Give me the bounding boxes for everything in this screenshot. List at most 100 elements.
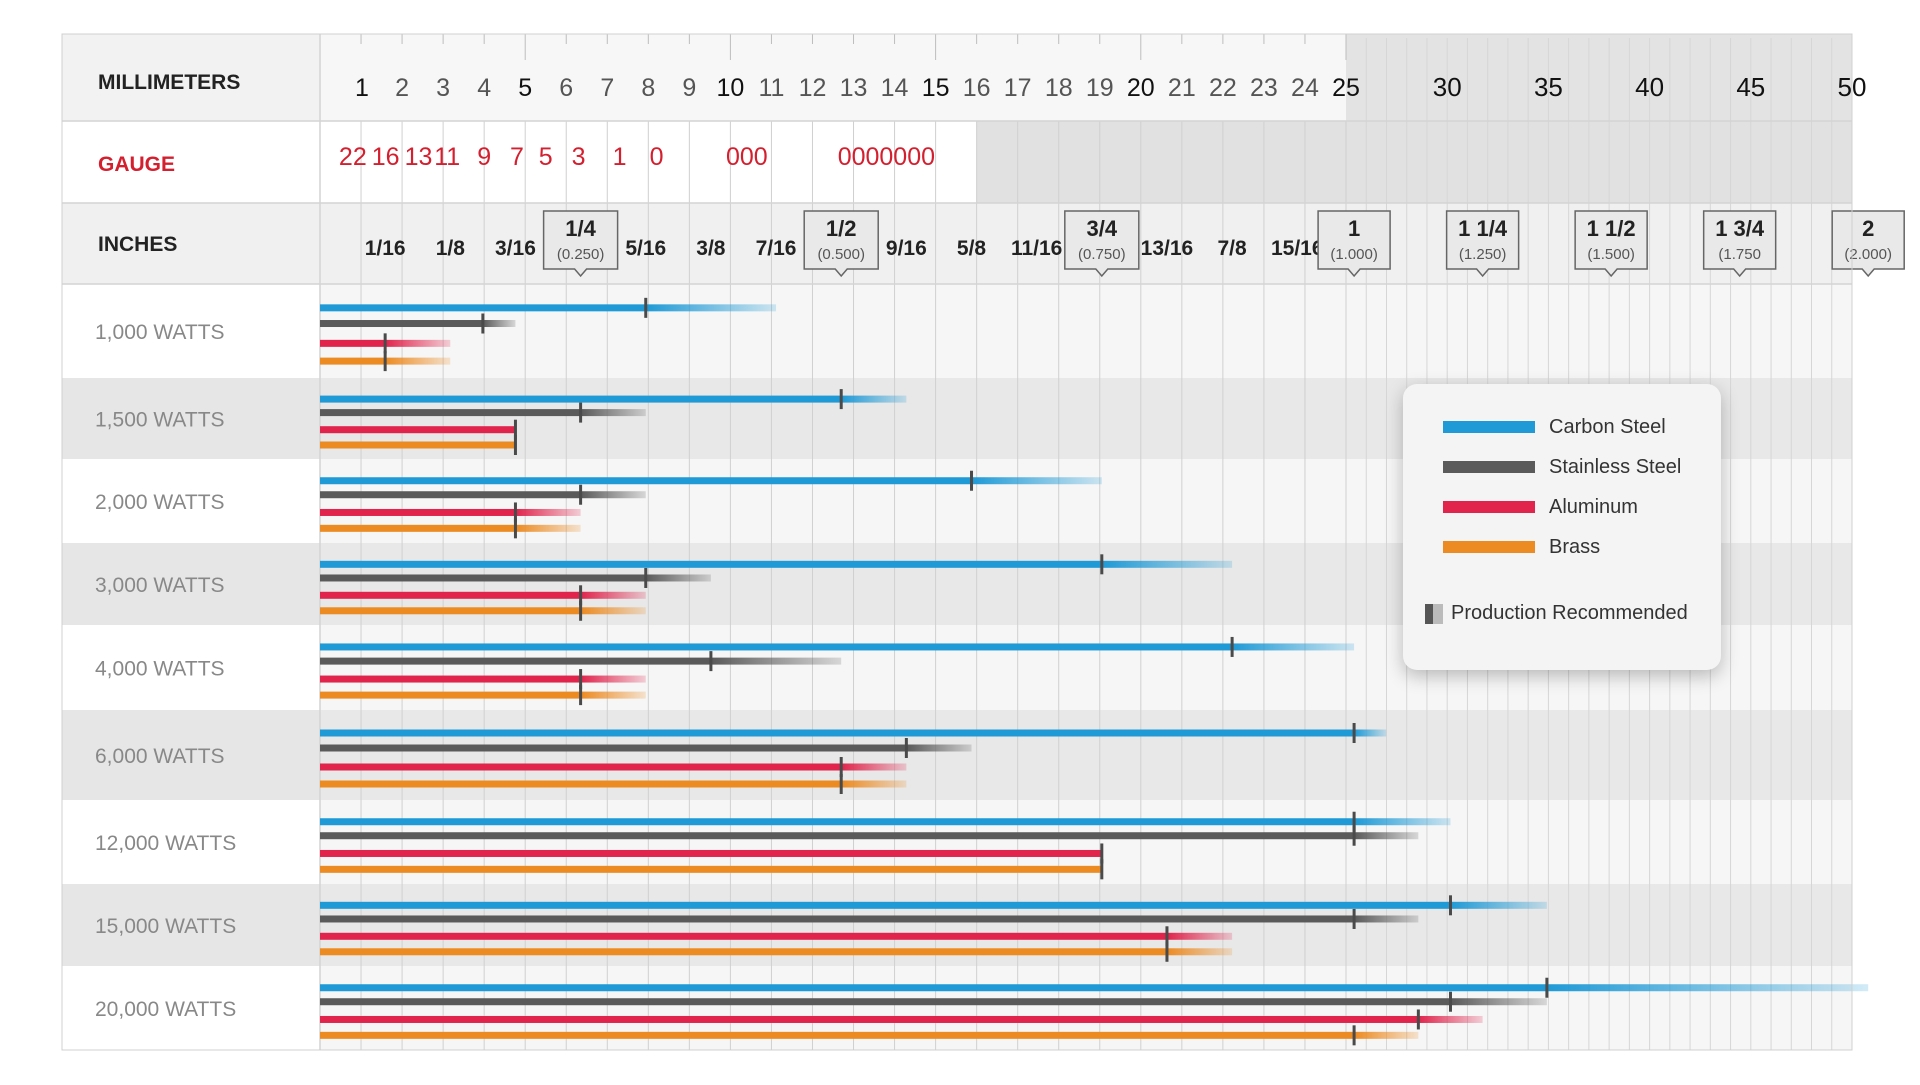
bar-max — [906, 744, 972, 752]
mm-tick-label: 12 — [799, 74, 827, 102]
inch-tick-label: 15/16 — [1271, 237, 1324, 260]
inch-tick-label: 2 — [1862, 216, 1874, 241]
bar-max — [580, 691, 646, 699]
bar-max — [1354, 818, 1451, 826]
inch-decimal-label: (0.250) — [557, 246, 605, 263]
mm-tick-label: 14 — [881, 74, 909, 102]
legend-item-production-recommended: Production Recommended — [1425, 602, 1688, 625]
bar-max — [1166, 932, 1233, 940]
bar-max — [580, 491, 646, 499]
bar-solid — [320, 477, 972, 485]
bar-solid — [320, 524, 516, 532]
mm-tick-label: 9 — [682, 74, 696, 102]
gauge-label-cell — [62, 121, 320, 203]
row-label-cell — [62, 543, 320, 625]
legend-item-stainless-steel: Stainless Steel — [1443, 452, 1681, 482]
bar-solid — [320, 426, 516, 434]
production-recommended-marker — [579, 402, 583, 423]
bar-max — [1354, 1031, 1419, 1039]
inch-callout-box — [803, 210, 879, 278]
row-label-cell — [62, 966, 320, 1050]
production-recommended-marker — [1230, 636, 1234, 657]
mm-tick-label: 6 — [559, 74, 573, 102]
bar-solid — [320, 409, 581, 417]
gauge-tick-label: 0 — [650, 143, 664, 171]
row-label: 2,000 WATTS — [95, 491, 225, 514]
inch-callout: 1 1/4 (1.250) — [1445, 210, 1520, 278]
production-recommended-marker — [709, 651, 713, 672]
mm-scale-extended-background — [1346, 34, 1852, 121]
bar-max — [385, 339, 451, 347]
inch-decimal-label: (1.500) — [1587, 246, 1635, 263]
production-recommended-marker — [481, 313, 485, 334]
gauge-tick-label: 1 — [613, 143, 627, 171]
gauge-tick-label: 7 — [510, 143, 524, 171]
inch-callout: 1/4 (0.250) — [542, 210, 619, 278]
inch-callout: 1 (1.000) — [1317, 210, 1391, 278]
mm-tick-label: 1 — [355, 74, 369, 102]
inch-callout: 2 (2.000) — [1831, 210, 1905, 278]
bar-solid — [320, 818, 1355, 826]
bar-max — [1450, 901, 1547, 909]
inch-tick-label: 3/16 — [495, 237, 536, 260]
bar-solid — [320, 744, 907, 752]
bar-max — [580, 607, 646, 615]
inch-tick-label: 11/16 — [1011, 237, 1062, 260]
gauge-unused-background — [976, 121, 1852, 203]
legend-label: Stainless Steel — [1549, 455, 1682, 478]
bar-solid — [320, 729, 1355, 737]
production-recommended-marker — [579, 585, 583, 606]
bar-solid — [320, 643, 1233, 651]
row-label: 3,000 WATTS — [95, 574, 225, 597]
bar-solid — [320, 915, 1355, 923]
bar-solid — [320, 1031, 1355, 1039]
bar-max — [1354, 915, 1419, 923]
bar-max — [580, 675, 646, 683]
inch-tick-label: 1 1/4 — [1458, 216, 1508, 241]
mm-tick-label: 8 — [641, 74, 655, 102]
bar-max — [1354, 832, 1419, 840]
inch-tick-label: 3/4 — [1087, 216, 1118, 241]
row-label-cell — [62, 884, 320, 966]
legend-item-aluminum: Aluminum — [1443, 492, 1638, 522]
inches-header: INCHES — [98, 233, 177, 256]
legend-item-brass: Brass — [1443, 532, 1600, 562]
inch-callout-box — [1574, 210, 1648, 278]
bar-solid — [320, 865, 1102, 873]
production-recommended-marker — [513, 419, 517, 440]
bar-max — [385, 357, 451, 365]
inch-tick-label: 1/8 — [436, 237, 466, 260]
legend-label: Production Recommended — [1451, 602, 1688, 624]
mm-tick-label: 7 — [600, 74, 614, 102]
mm-tick-label: 24 — [1291, 74, 1319, 102]
inch-callout-box — [1317, 210, 1391, 278]
inch-callout-box — [1831, 210, 1905, 278]
production-recommended-marker — [1352, 825, 1356, 846]
bar-solid — [320, 607, 581, 615]
inch-tick-label: 1/2 — [826, 216, 857, 241]
gauge-tick-label: 3 — [572, 143, 586, 171]
gauge-tick-label: 16 — [372, 143, 400, 171]
production-recommended-marker — [1100, 554, 1104, 575]
bar-max — [645, 304, 777, 312]
bar-solid — [320, 675, 581, 683]
inch-callout: 1 1/2 (1.500) — [1574, 210, 1648, 278]
mm-tick-label: 10 — [716, 74, 744, 102]
bar-solid — [320, 320, 483, 328]
gauge-tick-label: 9 — [477, 143, 491, 171]
bar-solid — [320, 901, 1451, 909]
bar-max — [1101, 560, 1233, 568]
bar-solid — [320, 998, 1451, 1006]
production-recommended-marker — [383, 351, 387, 372]
bar-max — [1450, 998, 1547, 1006]
row-label: 6,000 WATTS — [95, 745, 225, 768]
bar-max — [482, 320, 516, 328]
inch-tick-label: 1/4 — [565, 216, 596, 241]
gauge-tick-label: 0000000 — [838, 143, 935, 171]
bar-max — [515, 508, 581, 516]
production-recommended-marker — [1100, 859, 1104, 880]
bar-solid — [320, 339, 386, 347]
production-recommended-marker — [579, 669, 583, 690]
